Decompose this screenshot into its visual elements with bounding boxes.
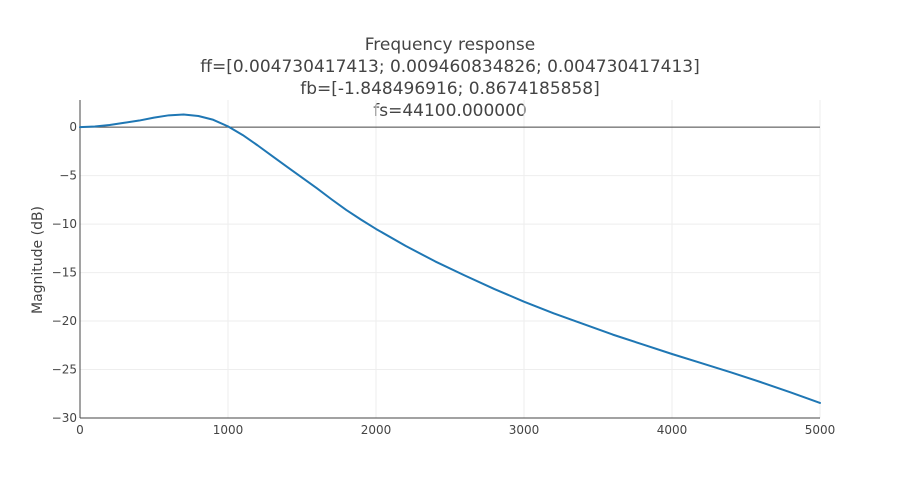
series-line — [79, 113, 821, 404]
series-group — [79, 113, 821, 404]
y-tick-label: −15 — [52, 266, 77, 280]
y-tick-label: −10 — [52, 217, 77, 231]
chart-subtitle-fb: fb=[-1.848496916; 0.8674185858] — [300, 79, 600, 99]
x-tick-label: 3000 — [509, 423, 540, 437]
chart-title: Frequency response ff=[0.004730417413; 0… — [200, 35, 700, 121]
chart-subtitle-ff: ff=[0.004730417413; 0.009460834826; 0.00… — [200, 57, 700, 77]
axes — [79, 100, 820, 419]
y-tick-label: −20 — [52, 314, 77, 328]
chart-title-line: Frequency response — [365, 35, 535, 55]
y-tick-label: −30 — [52, 411, 77, 425]
x-axis-ticks: 0 1000 2000 3000 4000 5000 — [76, 423, 835, 437]
x-tick-label: 5000 — [805, 423, 836, 437]
x-tick-label: 1000 — [213, 423, 244, 437]
chart-subtitle-fs: fs=44100.000000 — [373, 101, 526, 121]
y-tick-label: 0 — [69, 120, 77, 134]
x-tick-label: 2000 — [361, 423, 392, 437]
y-axis-ticks: 0 −5 −10 −15 −20 −25 −30 — [52, 120, 77, 425]
y-tick-label: −5 — [59, 169, 77, 183]
gridlines — [80, 100, 821, 419]
x-tick-label: 4000 — [657, 423, 688, 437]
x-tick-label: 0 — [76, 423, 84, 437]
y-tick-label: −25 — [52, 363, 77, 377]
y-axis-title: Magnitude (dB) — [30, 206, 46, 314]
